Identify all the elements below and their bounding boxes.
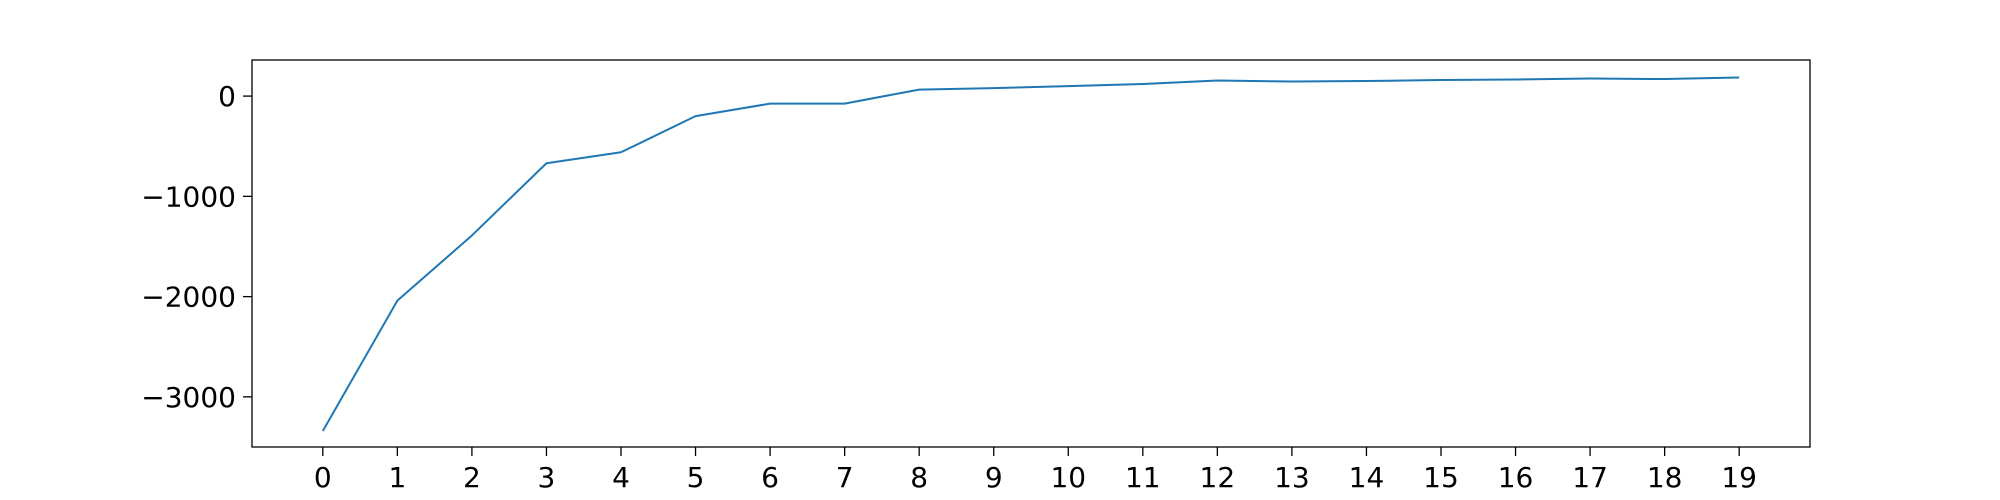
y-tick-label: −3000	[141, 381, 236, 414]
y-tick-label: −2000	[141, 281, 236, 314]
x-tick-label: 4	[612, 461, 630, 494]
x-tick-label: 3	[538, 461, 556, 494]
y-axis: 0 −1000 −2000 −3000	[141, 80, 252, 414]
x-tick-label: 5	[687, 461, 705, 494]
x-tick-label: 14	[1349, 461, 1385, 494]
y-tick-label: −1000	[141, 180, 236, 213]
x-tick-label: 6	[761, 461, 779, 494]
x-tick-label: 11	[1125, 461, 1161, 494]
x-tick-label: 9	[985, 461, 1003, 494]
x-tick-label: 12	[1200, 461, 1236, 494]
y-tick-label: 0	[218, 80, 236, 113]
x-tick-label: 17	[1572, 461, 1608, 494]
x-tick-label: 8	[910, 461, 928, 494]
x-tick-label: 13	[1274, 461, 1310, 494]
x-tick-label: 18	[1647, 461, 1683, 494]
x-tick-label: 7	[836, 461, 854, 494]
x-tick-label: 0	[314, 461, 332, 494]
series-layer	[321, 76, 1740, 432]
plot-frame	[251, 59, 1811, 448]
x-tick-label: 15	[1423, 461, 1459, 494]
series-line-0	[321, 76, 1740, 432]
x-tick-label: 2	[463, 461, 481, 494]
x-tick-label: 19	[1721, 461, 1757, 494]
x-tick-label: 16	[1498, 461, 1534, 494]
x-tick-label: 1	[388, 461, 406, 494]
x-axis: 0 1 2 3 4 5 6 7 8 9 10 11 12 13 14 15 16 17 18 19	[314, 447, 1757, 494]
plot-area	[251, 59, 1811, 448]
x-tick-label: 10	[1050, 461, 1086, 494]
